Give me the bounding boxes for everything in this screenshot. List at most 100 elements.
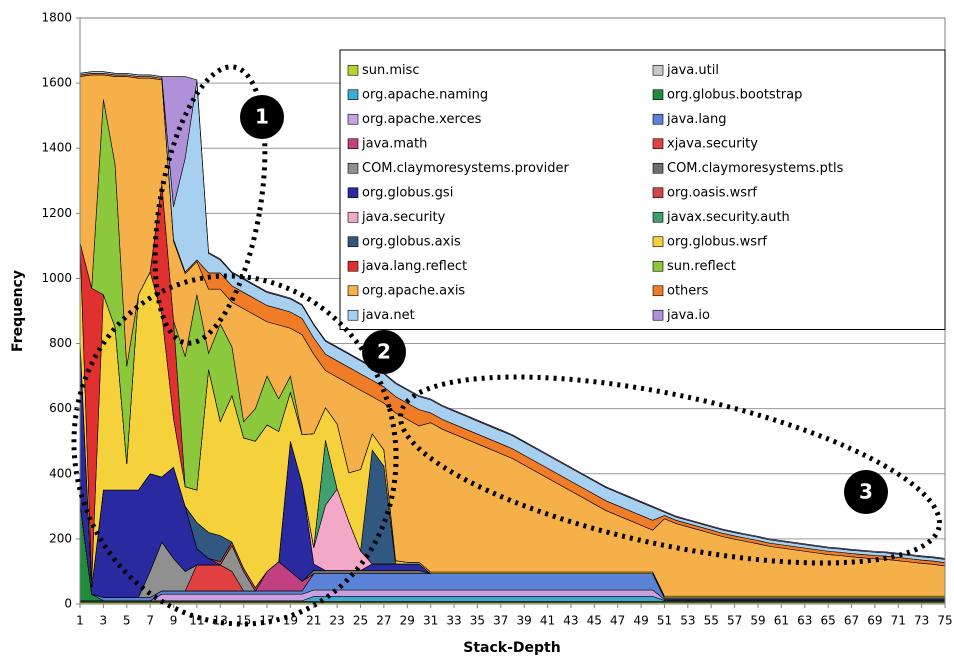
y-tick-label: 1600: [41, 76, 72, 90]
x-tick-label: 49: [633, 614, 648, 628]
x-tick-label: 17: [259, 614, 274, 628]
legend-swatch: [652, 211, 664, 223]
legend-swatch: [347, 138, 359, 150]
legend-swatch: [652, 89, 664, 101]
legend-swatch: [347, 309, 359, 321]
highlight-ellipse: [152, 64, 268, 346]
x-tick-label: 55: [704, 614, 719, 628]
legend-label: java.math: [361, 136, 427, 151]
legend-label: java.lang: [666, 112, 726, 127]
legend-label: org.oasis.wsrf: [667, 185, 757, 200]
annotations: 123: [71, 64, 942, 627]
x-tick-label: 31: [423, 614, 438, 628]
x-tick-label: 5: [123, 614, 131, 628]
legend-swatch: [347, 64, 359, 76]
y-tick-label: 800: [49, 336, 72, 350]
x-tick-label: 23: [330, 614, 345, 628]
x-tick-label: 21: [306, 614, 321, 628]
legend-label: org.apache.xerces: [362, 112, 482, 127]
x-tick-label: 29: [400, 614, 415, 628]
legend-swatch: [652, 138, 664, 150]
x-tick-label: 13: [213, 614, 228, 628]
legend-label: java.io: [666, 308, 710, 323]
legend-label: java.lang.reflect: [361, 259, 467, 274]
x-tick-label: 63: [797, 614, 812, 628]
legend-label: org.globus.axis: [362, 234, 461, 249]
x-tick-label: 3: [100, 614, 108, 628]
x-tick-label: 9: [170, 614, 178, 628]
x-tick-label: 71: [891, 614, 906, 628]
x-tick-label: 67: [844, 614, 859, 628]
legend-label: COM.claymoresystems.provider: [362, 161, 569, 176]
y-tick-label: 1000: [41, 271, 72, 285]
legend-swatch: [347, 285, 359, 297]
x-tick-label: 1: [76, 614, 84, 628]
x-tick-label: 37: [493, 614, 508, 628]
x-tick-label: 47: [610, 614, 625, 628]
legend: sun.misc java.util org.apache.naming org.gl…: [339, 49, 946, 330]
legend-label: java.net: [361, 308, 415, 323]
legend-label: org.globus.wsrf: [667, 234, 767, 249]
legend-swatch: [347, 211, 359, 223]
legend-swatch: [652, 285, 664, 297]
annotation-label: 1: [255, 105, 269, 129]
x-tick-label: 59: [750, 614, 765, 628]
legend-label: sun.reflect: [667, 259, 736, 274]
legend-swatch: [652, 113, 664, 125]
legend-label: java.security: [361, 210, 446, 225]
y-tick-label: 0: [64, 597, 72, 611]
y-tick-label: 400: [49, 466, 72, 480]
x-tick-label: 57: [727, 614, 742, 628]
annotation-badge: [362, 330, 406, 374]
y-tick-label: 1800: [41, 11, 72, 25]
highlight-ellipse: [398, 374, 942, 566]
legend-swatch: [347, 89, 359, 101]
legend-label: sun.misc: [362, 63, 420, 78]
legend-swatch: [652, 64, 664, 76]
x-tick-label: 33: [446, 614, 461, 628]
annotation-label: 3: [859, 480, 873, 504]
x-tick-label: 73: [914, 614, 929, 628]
legend-swatch: [652, 162, 664, 174]
legend-label: COM.claymoresystems.ptls: [667, 161, 844, 176]
x-tick-label: 7: [146, 614, 154, 628]
legend-label: xjava.security: [667, 136, 758, 151]
x-tick-label: 27: [376, 614, 391, 628]
x-tick-label: 45: [587, 614, 602, 628]
x-tick-label: 51: [657, 614, 672, 628]
x-tick-label: 35: [470, 614, 485, 628]
x-axis-label: Stack-Depth: [463, 640, 560, 656]
legend-swatch: [347, 187, 359, 199]
annotation-badge: [240, 95, 284, 139]
legend-swatch: [652, 309, 664, 321]
x-tick-label: 43: [563, 614, 578, 628]
legend-swatch: [347, 162, 359, 174]
legend-swatch: [347, 260, 359, 272]
annotation-label: 2: [377, 340, 391, 364]
legend-label: org.globus.gsi: [362, 185, 453, 200]
legend-swatch: [347, 236, 359, 248]
legend-swatch: [652, 260, 664, 272]
y-tick-label: 600: [49, 401, 72, 415]
x-tick-label: 19: [283, 614, 298, 628]
y-tick-label: 200: [49, 531, 72, 545]
legend-label: java.util: [666, 63, 719, 78]
x-tick-label: 11: [189, 614, 204, 628]
legend-swatch: [652, 236, 664, 248]
legend-label: javax.security.auth: [666, 210, 790, 225]
legend-box: [339, 49, 946, 330]
legend-swatch: [347, 113, 359, 125]
x-tick-label: 15: [236, 614, 251, 628]
x-tick-label: 61: [774, 614, 789, 628]
legend-label: org.apache.naming: [362, 87, 488, 102]
y-tick-label: 1200: [41, 206, 72, 220]
highlight-ellipse: [71, 273, 399, 627]
x-tick-label: 39: [517, 614, 532, 628]
annotation-badge: [844, 470, 888, 514]
x-tick-label: 75: [937, 614, 952, 628]
legend-label: org.globus.bootstrap: [667, 87, 802, 102]
y-tick-label: 1400: [41, 141, 72, 155]
x-tick-label: 53: [680, 614, 695, 628]
x-tick-label: 69: [867, 614, 882, 628]
